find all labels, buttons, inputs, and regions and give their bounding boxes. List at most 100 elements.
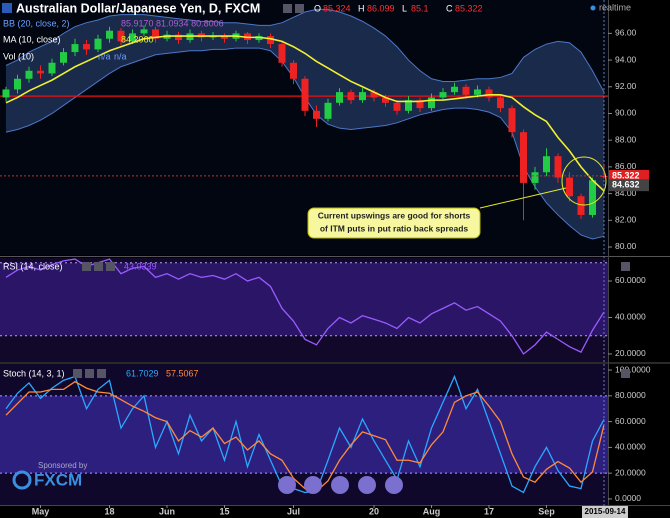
callout-line bbox=[479, 187, 567, 209]
y-tick-label: 88.00 bbox=[615, 134, 637, 144]
candle-body bbox=[554, 156, 562, 178]
candle-body bbox=[520, 132, 527, 183]
candle-body bbox=[278, 44, 286, 63]
date-box bbox=[582, 506, 628, 518]
menu-icon[interactable] bbox=[2, 3, 12, 13]
icon[interactable] bbox=[283, 4, 292, 13]
candle-body bbox=[290, 62, 297, 79]
x-tick-label: Aug bbox=[423, 506, 441, 516]
ohlc-value: 85.1 bbox=[411, 3, 429, 13]
candle-body bbox=[347, 92, 355, 101]
y-tick-label: 60.0000 bbox=[615, 416, 646, 426]
candle-body bbox=[566, 177, 573, 197]
icon[interactable] bbox=[295, 4, 304, 13]
nav-button[interactable] bbox=[358, 476, 376, 494]
icon[interactable] bbox=[85, 369, 94, 378]
icon[interactable] bbox=[73, 369, 82, 378]
nav-button[interactable] bbox=[278, 476, 296, 494]
nav-buttons bbox=[278, 476, 403, 494]
candle-body bbox=[543, 156, 550, 173]
candle-body bbox=[221, 36, 228, 39]
bb-label: BB (20, close, 2) bbox=[3, 18, 70, 28]
candle-body bbox=[83, 44, 90, 50]
candle-body bbox=[48, 62, 56, 74]
icon[interactable] bbox=[82, 262, 91, 271]
last-price-label: 85.322 bbox=[612, 170, 640, 180]
candle-body bbox=[301, 78, 309, 111]
stoch-k-readout: 61.7029 bbox=[126, 368, 159, 378]
ma-line bbox=[5, 35, 605, 192]
ohlc-letter: L bbox=[402, 3, 407, 13]
annotation: Current upswings are good for shorts bbox=[318, 210, 471, 220]
candle-body bbox=[577, 196, 585, 215]
candle-body bbox=[336, 92, 343, 103]
nav-button[interactable] bbox=[304, 476, 322, 494]
nav-button[interactable] bbox=[331, 476, 349, 494]
y-tick-label: 20.0000 bbox=[615, 467, 646, 477]
stoch-label: Stoch (14, 3, 1) bbox=[3, 368, 65, 378]
y-tick-label: 100.0000 bbox=[615, 364, 651, 374]
x-tick-label: Sep bbox=[538, 506, 555, 516]
y-tick-label: 20.0000 bbox=[615, 348, 646, 358]
candle-body bbox=[497, 97, 504, 109]
candle-body bbox=[71, 44, 79, 53]
ohlc-letter: H bbox=[358, 3, 365, 13]
icon[interactable] bbox=[94, 262, 103, 271]
y-tick-label: 86.00 bbox=[615, 161, 637, 171]
candle-body bbox=[25, 70, 33, 79]
y-tick-label: 92.00 bbox=[615, 81, 637, 91]
icon[interactable] bbox=[106, 262, 115, 271]
ohlc-letter: C bbox=[446, 3, 453, 13]
candle-body bbox=[531, 172, 539, 183]
candle-body bbox=[267, 36, 274, 45]
y-tick-label: 94.00 bbox=[615, 54, 637, 64]
ohlc-value: 86.099 bbox=[367, 3, 395, 13]
last-price-box bbox=[609, 169, 649, 182]
candle-body bbox=[313, 110, 320, 119]
sponsor-text: Sponsored by bbox=[38, 461, 87, 470]
candle-body bbox=[382, 97, 389, 103]
x-tick-label: 20 bbox=[369, 506, 379, 516]
ref-price-label: 84.632 bbox=[612, 180, 640, 190]
x-tick-label: 18 bbox=[104, 506, 114, 516]
y-tick-label: 96.00 bbox=[615, 28, 637, 38]
ohlc-letter: O bbox=[314, 3, 321, 13]
candle-body bbox=[37, 70, 44, 74]
candle-body bbox=[60, 52, 67, 63]
y-tick-label: 82.00 bbox=[615, 215, 637, 225]
vol-readout: n/a bbox=[98, 51, 111, 61]
x-tick-label: May bbox=[32, 506, 50, 516]
candle-body bbox=[140, 29, 148, 34]
candle-body bbox=[428, 97, 435, 109]
candle-body bbox=[439, 92, 447, 98]
icon[interactable] bbox=[621, 262, 630, 271]
candle-body bbox=[117, 30, 125, 42]
annotation: of ITM puts in put ratio back spreads bbox=[320, 223, 469, 233]
ohlc-value: 85.322 bbox=[455, 3, 483, 13]
chart-title: Australian Dollar/Japanese Yen, D, FXCM bbox=[16, 1, 260, 15]
y-tick-label: 90.00 bbox=[615, 108, 637, 118]
icon[interactable] bbox=[621, 369, 630, 378]
candle-body bbox=[14, 78, 21, 90]
nav-button[interactable] bbox=[385, 476, 403, 494]
candle-body bbox=[152, 29, 159, 39]
icon[interactable] bbox=[97, 369, 106, 378]
indicator-line bbox=[5, 258, 605, 355]
band-fill bbox=[0, 395, 608, 474]
bb-upper bbox=[5, 8, 605, 93]
y-tick-label: 84.00 bbox=[615, 188, 637, 198]
candle-body bbox=[94, 38, 102, 50]
logo: FXCM bbox=[34, 470, 82, 489]
band-fill bbox=[0, 262, 608, 336]
candle-body bbox=[451, 86, 458, 93]
candle-body bbox=[405, 100, 412, 111]
vol-readout: n/a bbox=[114, 51, 127, 61]
vol-label: Vol (10) bbox=[3, 51, 34, 61]
candle-body bbox=[370, 92, 378, 98]
candle-body bbox=[359, 92, 366, 101]
realtime-dot bbox=[590, 5, 596, 11]
x-tick-label: Jul bbox=[287, 506, 300, 516]
candle-body bbox=[324, 102, 332, 119]
